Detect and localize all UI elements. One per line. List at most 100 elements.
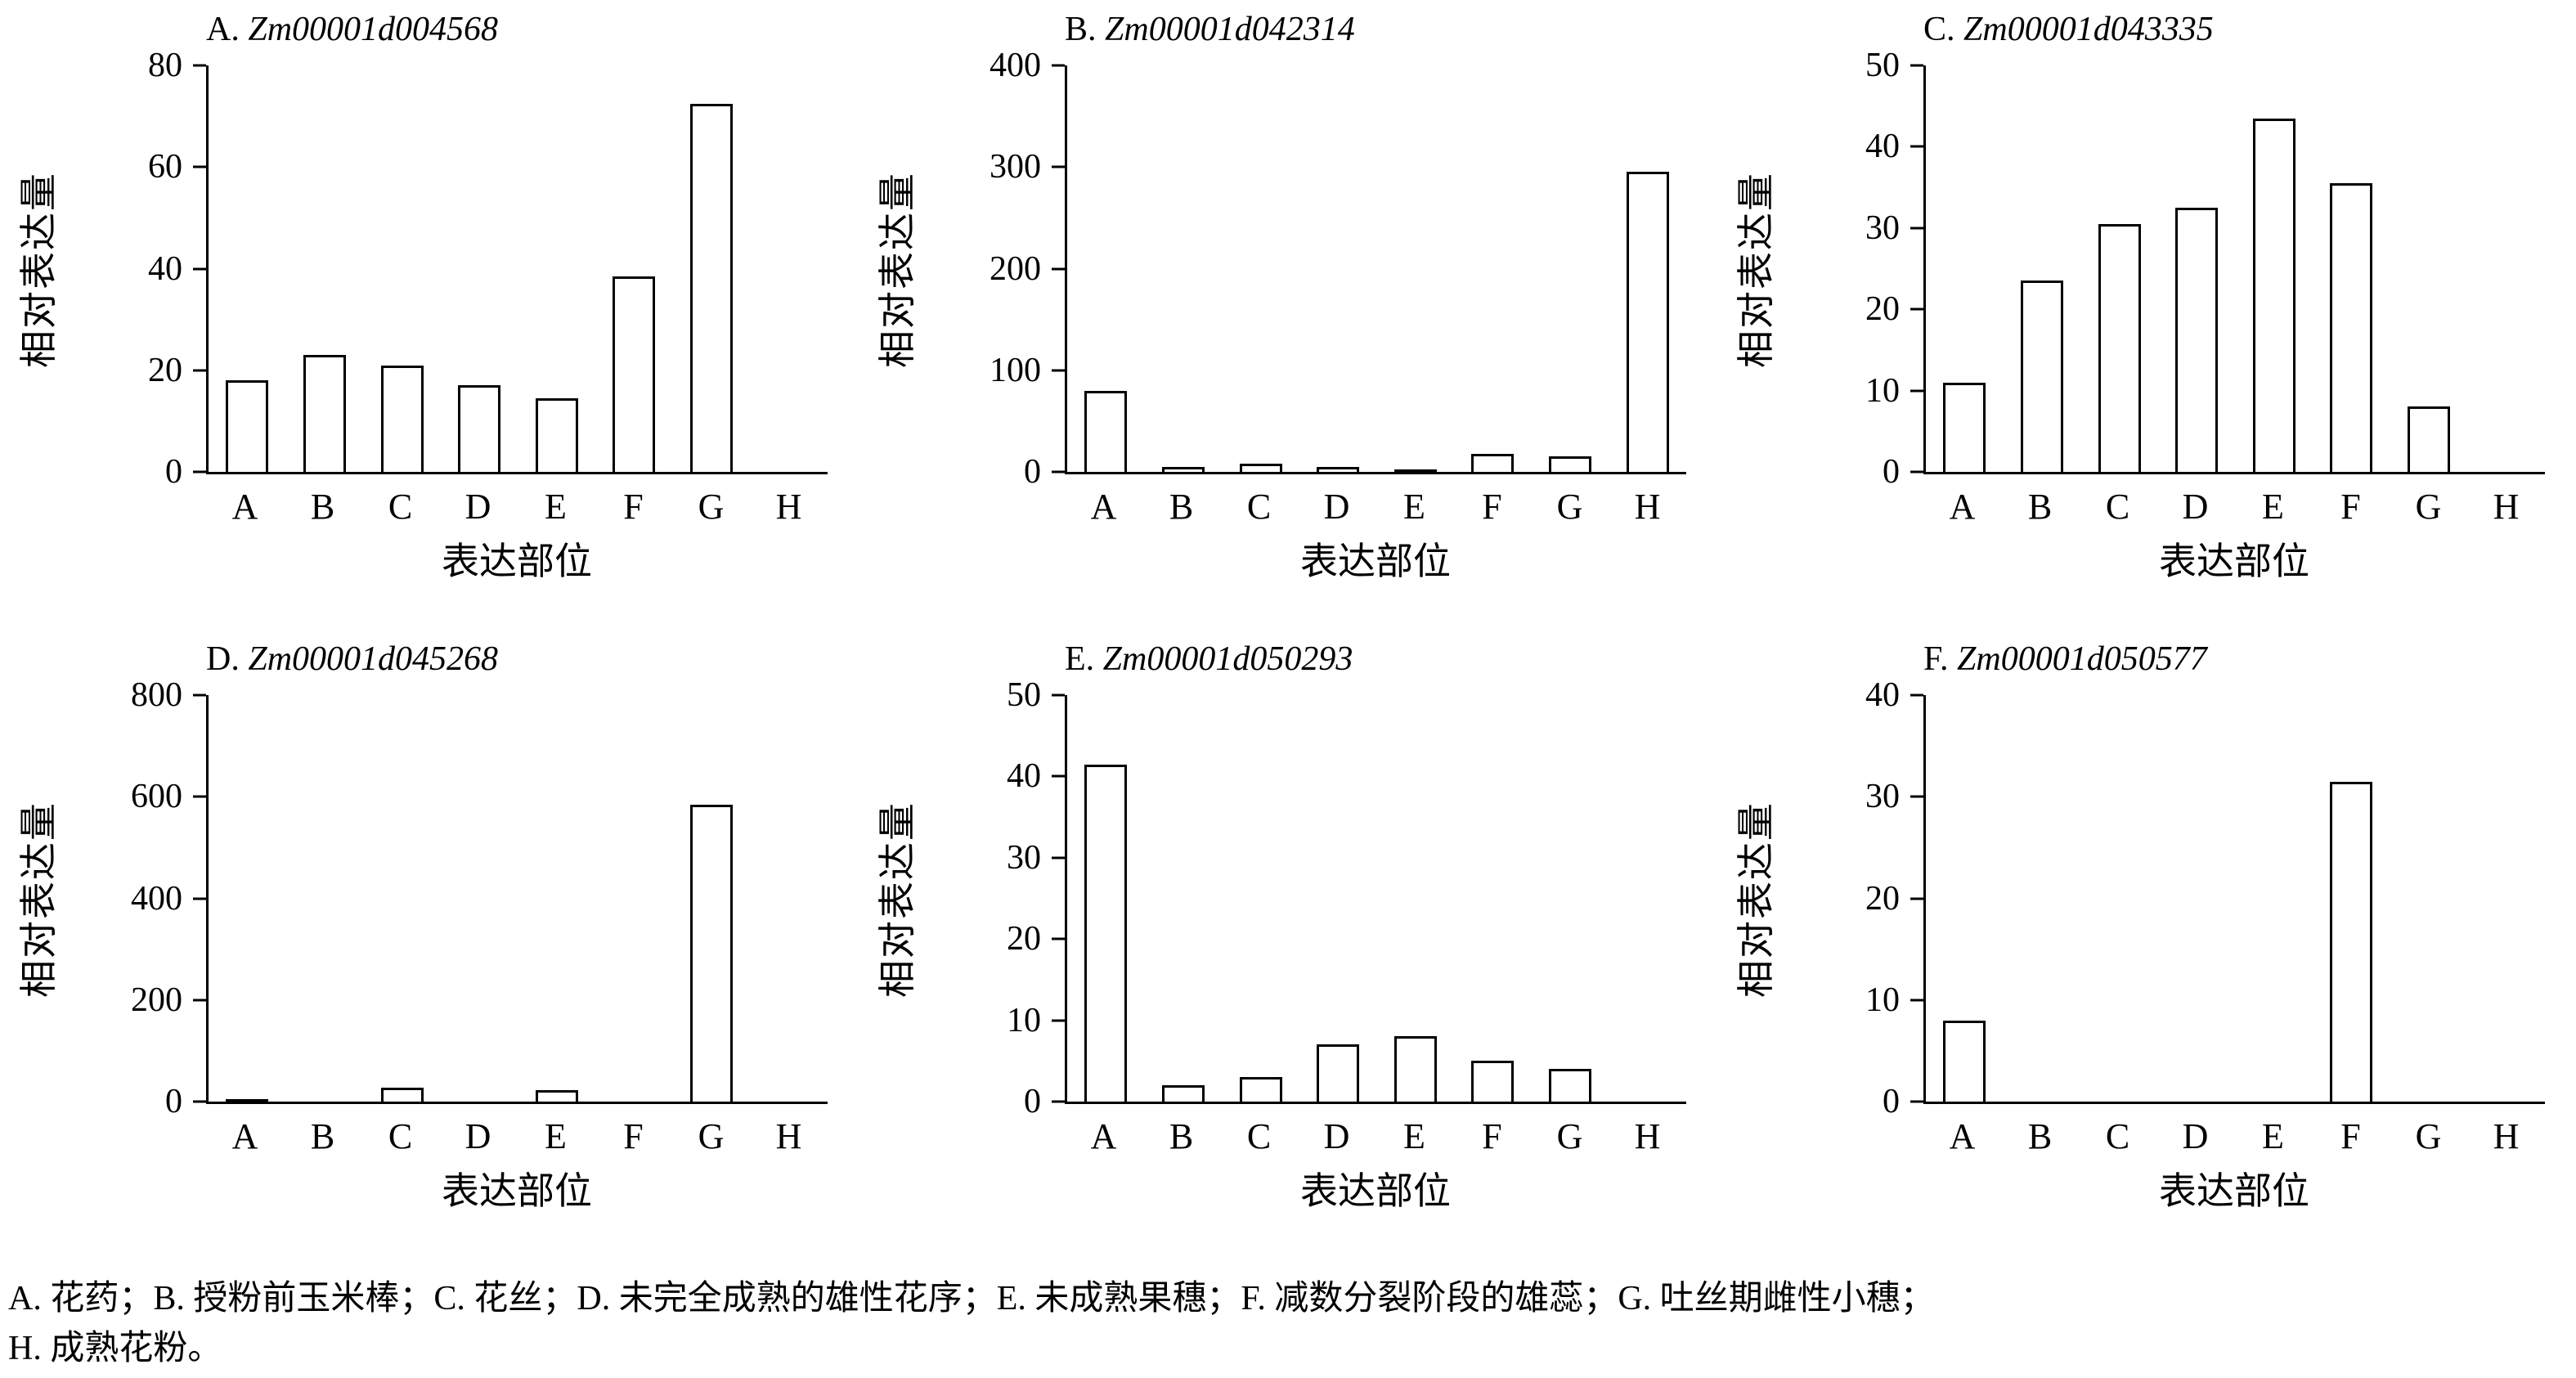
x-category-c: C bbox=[2105, 1116, 2130, 1156]
x-category-h: H bbox=[1634, 1116, 1661, 1156]
bar-g bbox=[690, 103, 734, 472]
x-category-labels: A B C D E F G H bbox=[206, 1119, 828, 1155]
bar-a bbox=[1943, 1020, 1986, 1102]
x-axis-label: 表达部位 bbox=[442, 541, 592, 582]
bar-slot-d bbox=[2158, 65, 2236, 472]
y-axis-label: 相对表达量 bbox=[18, 172, 60, 368]
x-category-c: C bbox=[388, 1116, 413, 1156]
bar-slot-d bbox=[1299, 695, 1377, 1102]
x-category-c: C bbox=[1246, 487, 1272, 527]
y-tick-label: 600 bbox=[131, 778, 182, 816]
y-tick-label: 0 bbox=[165, 1083, 182, 1120]
x-category-a: A bbox=[1949, 1116, 1976, 1156]
bar-slot-d bbox=[2158, 695, 2236, 1102]
bars bbox=[1926, 65, 2545, 472]
bar-g bbox=[1549, 1069, 1592, 1102]
bars bbox=[1067, 695, 1686, 1102]
x-category-g: G bbox=[2415, 1116, 2442, 1156]
x-category-f: F bbox=[623, 487, 644, 527]
y-tick-mark bbox=[1052, 1100, 1065, 1103]
figure-caption: A. 花药；B. 授粉前玉米棒；C. 花丝；D. 未完全成熟的雄性花序；E. 未… bbox=[0, 1259, 2576, 1374]
bar-a bbox=[226, 380, 269, 472]
gene-name: Zm00001d050293 bbox=[1102, 640, 1353, 678]
bar-slot-f bbox=[1454, 65, 1532, 472]
bar-slot-g bbox=[2390, 65, 2468, 472]
y-axis-label: 相对表达量 bbox=[1735, 801, 1777, 998]
x-axis-label: 表达部位 bbox=[1300, 1170, 1451, 1212]
bar-h bbox=[1626, 172, 1669, 472]
bar-slot-f bbox=[1454, 695, 1532, 1102]
y-tick-label: 50 bbox=[1865, 47, 1900, 84]
x-category-b: B bbox=[2027, 1116, 2053, 1156]
chart-title: A. Zm00001d004568 bbox=[206, 10, 498, 49]
y-axis-label: 相对表达量 bbox=[18, 801, 60, 998]
bar-slot-a bbox=[1926, 695, 2004, 1102]
gene-name: Zm00001d045268 bbox=[248, 640, 499, 678]
panel-letter: C. bbox=[1923, 11, 1955, 48]
bar-slot-b bbox=[286, 65, 364, 472]
x-category-labels: A B C D E F G H bbox=[1923, 489, 2545, 525]
bar-f bbox=[2330, 781, 2373, 1102]
x-category-f: F bbox=[2340, 487, 2361, 527]
bar-slot-b bbox=[2004, 695, 2081, 1102]
x-category-c: C bbox=[1246, 1116, 1272, 1156]
x-category-e: E bbox=[1403, 487, 1425, 527]
y-tick-mark bbox=[193, 267, 206, 270]
panel-letter: F. bbox=[1923, 640, 1949, 678]
bar-slot-a bbox=[1067, 695, 1145, 1102]
y-tick-mark bbox=[1910, 470, 1923, 474]
bar-b bbox=[303, 355, 346, 472]
x-category-b: B bbox=[310, 1116, 335, 1156]
x-category-a: A bbox=[231, 1116, 258, 1156]
x-axis-label: 表达部位 bbox=[442, 1170, 592, 1212]
caption-line-1: A. 花药；B. 授粉前玉米棒；C. 花丝；D. 未完全成熟的雄性花序；E. 未… bbox=[8, 1280, 1935, 1317]
bar-slot-a bbox=[1926, 65, 2004, 472]
y-tick-mark bbox=[1052, 937, 1065, 940]
y-tick-label: 30 bbox=[1865, 778, 1900, 816]
bar-slot-e bbox=[1377, 695, 1455, 1102]
y-tick-mark bbox=[1052, 774, 1065, 778]
chart-title: F. Zm00001d050577 bbox=[1923, 640, 2207, 679]
chart-title: D. Zm00001d045268 bbox=[206, 640, 498, 679]
bar-slot-b bbox=[2004, 65, 2081, 472]
bar-b bbox=[2020, 281, 2063, 472]
bar-slot-c bbox=[2080, 695, 2158, 1102]
bar-g bbox=[2408, 406, 2451, 472]
y-tick-mark bbox=[1910, 227, 1923, 230]
y-tick-label: 800 bbox=[131, 676, 182, 714]
y-tick-mark bbox=[193, 165, 206, 168]
y-tick-label: 300 bbox=[990, 148, 1041, 186]
y-tick-mark bbox=[1910, 795, 1923, 798]
x-category-a: A bbox=[1949, 487, 1976, 527]
bar-slot-b bbox=[1145, 695, 1223, 1102]
y-tick-mark bbox=[193, 1100, 206, 1103]
y-tick-label: 400 bbox=[131, 879, 182, 918]
y-tick-mark bbox=[1910, 1100, 1923, 1103]
bar-slot-c bbox=[2080, 65, 2158, 472]
panel-letter: A. bbox=[206, 11, 240, 48]
bar-slot-c bbox=[363, 695, 441, 1102]
y-tick-label: 200 bbox=[990, 249, 1041, 288]
chart-panel-a: A. Zm00001d004568 相对表达量 0 20 40 60 80 A B C D E F… bbox=[0, 0, 859, 630]
x-category-f: F bbox=[1482, 1116, 1502, 1156]
chart-panel-b: B. Zm00001d042314 相对表达量 0 100 200 300 400 A B… bbox=[859, 0, 1717, 630]
gene-name: Zm00001d004568 bbox=[248, 11, 499, 48]
plot-area: 0 10 20 30 40 50 bbox=[1007, 678, 1686, 1119]
chart-title: B. Zm00001d042314 bbox=[1065, 10, 1355, 49]
y-tick-label: 10 bbox=[1865, 981, 1900, 1019]
y-tick-mark bbox=[193, 693, 206, 697]
panel-letter: B. bbox=[1065, 11, 1097, 48]
y-tick-mark bbox=[193, 795, 206, 798]
y-tick-mark bbox=[1910, 64, 1923, 67]
x-category-g: G bbox=[698, 487, 725, 527]
bar-slot-e bbox=[518, 695, 596, 1102]
bar-c bbox=[380, 365, 424, 472]
x-category-g: G bbox=[1556, 487, 1583, 527]
bar-slot-e bbox=[518, 65, 596, 472]
bar-slot-h bbox=[1609, 695, 1686, 1102]
x-category-e: E bbox=[545, 487, 567, 527]
x-category-b: B bbox=[1169, 487, 1194, 527]
x-axis-label: 表达部位 bbox=[1300, 541, 1451, 582]
y-tick-label: 10 bbox=[1007, 1001, 1041, 1039]
